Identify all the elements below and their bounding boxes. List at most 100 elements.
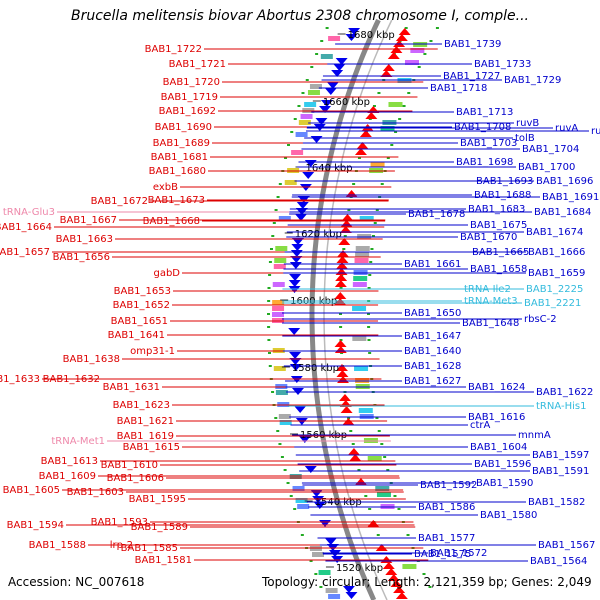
left-gene-label: BAB1_1719 [161,92,218,103]
feature-block [291,150,304,155]
forward-arrow [334,280,347,287]
right-gene-label: BAB1_1708 [454,122,511,133]
right-gene-label: BAB1_1733 [474,59,531,70]
forward-arrow [354,478,367,485]
right-gene-label: BAB1_1727 [443,71,500,82]
feature-block [304,102,317,107]
left-gene-label: BAB1_1692 [159,106,216,117]
reverse-arrow [310,490,323,497]
feature-block [404,60,419,65]
map-title: Brucella melitensis biovar Abortus 2308 … [71,8,529,24]
feature-block [410,48,425,53]
forward-arrow [334,292,347,299]
right-gene-label: BAB1_1718 [430,83,487,94]
feature-block [272,306,285,311]
reverse-arrow [345,592,358,599]
left-gene-label: BAB1_1621 [117,416,174,427]
forward-arrow [387,52,400,59]
forward-arrow [393,586,406,593]
left-gene-label: BAB1_1594 [7,520,64,531]
left-gene-label: BAB1_1651 [111,316,168,327]
right-gene-label: BAB1_2221 [524,298,581,309]
forward-arrow [395,34,408,41]
forward-arrow [382,562,395,569]
right-gene-label: BAB1_1696 [536,176,593,187]
feature-block [352,282,367,287]
right-gene-label: BAB1_1567 [538,540,595,551]
reverse-arrow [298,436,311,443]
reverse-arrow [290,250,303,257]
right-gene-label: BAB1_1650 [404,308,461,319]
left-gene-label: BAB1_1689 [153,138,210,149]
left-gene-label: BAB1_1632 [43,374,100,385]
left-gene-label: BAB1_1668 [143,216,200,227]
reverse-arrow [315,118,328,125]
right-gene-label: BAB1_1700 [518,162,575,173]
reverse-arrow [310,136,323,143]
feature-block [273,366,286,371]
forward-arrow [338,238,351,245]
right-gene-label: BAB1_1675 [470,220,527,231]
topology-summary: Topology: circular; Length: 2,121,359 bp… [262,575,592,589]
forward-arrow [367,520,380,527]
reverse-arrow [324,538,337,545]
right-gene-label: BAB1_1592 [420,480,477,491]
feature-block [284,180,297,185]
right-gene-label: BAB1_1684 [534,207,591,218]
reverse-arrow [324,88,337,95]
forward-arrow [339,226,352,233]
feature-block [297,504,310,509]
feature-block [278,414,291,419]
reverse-arrow [335,58,348,65]
left-gene-label: BAB1_1656 [53,252,110,263]
right-gene-label: BAB1_2225 [526,284,583,295]
right-gene-label: BAB1_1582 [528,497,585,508]
left-gene-label: lrp-2 [110,540,133,551]
left-gene-label: BAB1_1681 [151,152,208,163]
left-gene-label: BAB1_1613 [41,456,98,467]
right-gene-label: BAB1_1703 [460,138,517,149]
right-gene-label: BAB1_1622 [536,387,593,398]
kbp-label: 1660 kbp [323,97,370,108]
left-gene-label: BAB1_1610 [101,460,158,471]
right-gene-label: BAB1_1670 [460,232,517,243]
right-gene-label: BAB1_1586 [418,502,475,513]
reverse-arrow [289,358,302,365]
forward-arrow [398,28,411,35]
left-gene-label: exbB [153,182,178,193]
reverse-arrow [289,262,302,269]
feature-block [328,594,341,599]
left-gene-label: BAB1_1652 [113,300,170,311]
reverse-arrow [313,502,326,509]
feature-block [376,492,391,497]
right-gene-label: BAB1_1661 [404,259,461,270]
left-gene-label: BAB1_1633 [0,374,40,385]
right-gene-label: BAB1_1713 [456,107,513,118]
feature-block [355,252,370,257]
feature-block [318,570,331,575]
forward-arrow [335,274,348,281]
feature-block [354,258,369,263]
forward-arrow [347,448,360,455]
forward-arrow [338,394,351,401]
feature-block [402,564,417,569]
left-gene-label: BAB1_1667 [60,215,117,226]
forward-arrow [334,340,347,347]
feature-block [279,420,292,425]
right-gene-label: BAB1_1704 [522,144,579,155]
right-gene-label: tRNA-His1 [536,401,586,412]
left-gene-label: gabD [153,268,180,279]
left-gene-label: BAB1_1615 [123,442,180,453]
left-gene-label: BAB1_1720 [163,77,220,88]
left-gene-label: BAB1_1603 [67,487,124,498]
right-gene-label: BAB1_1616 [468,412,525,423]
reverse-arrow [326,82,339,89]
left-gene-label: BAB1_1585 [121,543,178,554]
right-gene-label: BAB1_1564 [530,556,587,567]
right-gene-label: BAB1_1627 [404,376,461,387]
right-gene-label: BAB1_1596 [474,459,531,470]
right-gene-label: tRNA-Met3 [464,296,518,307]
right-gene-label: ctrA [470,420,491,431]
forward-arrow [335,364,348,371]
